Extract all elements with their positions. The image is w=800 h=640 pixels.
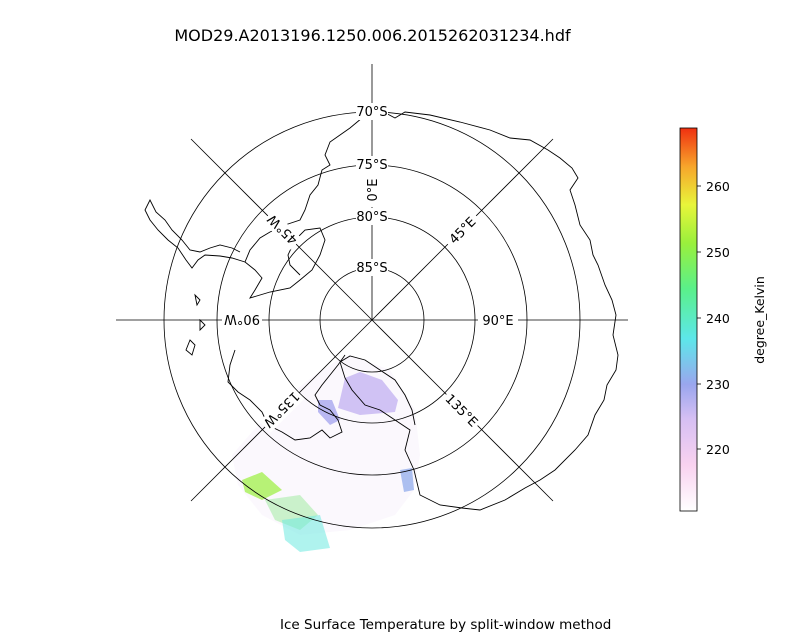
- lat-label-75s: 75°S: [356, 158, 387, 173]
- colorbar: 220 230 240 250 260 degree_Kelvin: [679, 127, 767, 512]
- lat-label-80s: 80°S: [356, 210, 387, 225]
- lat-label-70s: 70°S: [356, 105, 387, 120]
- lon-label-90w: 90°W: [224, 311, 260, 326]
- coastline-islands: [185, 293, 206, 356]
- colorbar-tick-260: 260: [706, 179, 730, 194]
- lat-label-85s: 85°S: [356, 261, 387, 276]
- colorbar-gradient: [679, 127, 698, 512]
- colorbar-tick-250: 250: [706, 245, 730, 260]
- colorbar-tick-220: 220: [706, 442, 730, 457]
- figure-caption: Ice Surface Temperature by split-window …: [280, 617, 612, 633]
- lon-label-135e: 135°E: [442, 392, 481, 431]
- colorbar-tick-230: 230: [706, 377, 730, 392]
- colorbar-label: degree_Kelvin: [752, 276, 767, 364]
- coastline-peninsula: [144, 198, 246, 269]
- coastline-east-antarctica: [339, 109, 619, 511]
- coastline-west-antarctica: [244, 117, 363, 299]
- colorbar-tick-240: 240: [706, 311, 730, 326]
- coastline-ross-sea: [227, 349, 346, 441]
- lon-label-90e: 90°E: [482, 314, 513, 329]
- lon-label-0e: 0°E: [366, 179, 381, 202]
- figure-title: MOD29.A2013196.1250.006.2015262031234.hd…: [174, 26, 571, 45]
